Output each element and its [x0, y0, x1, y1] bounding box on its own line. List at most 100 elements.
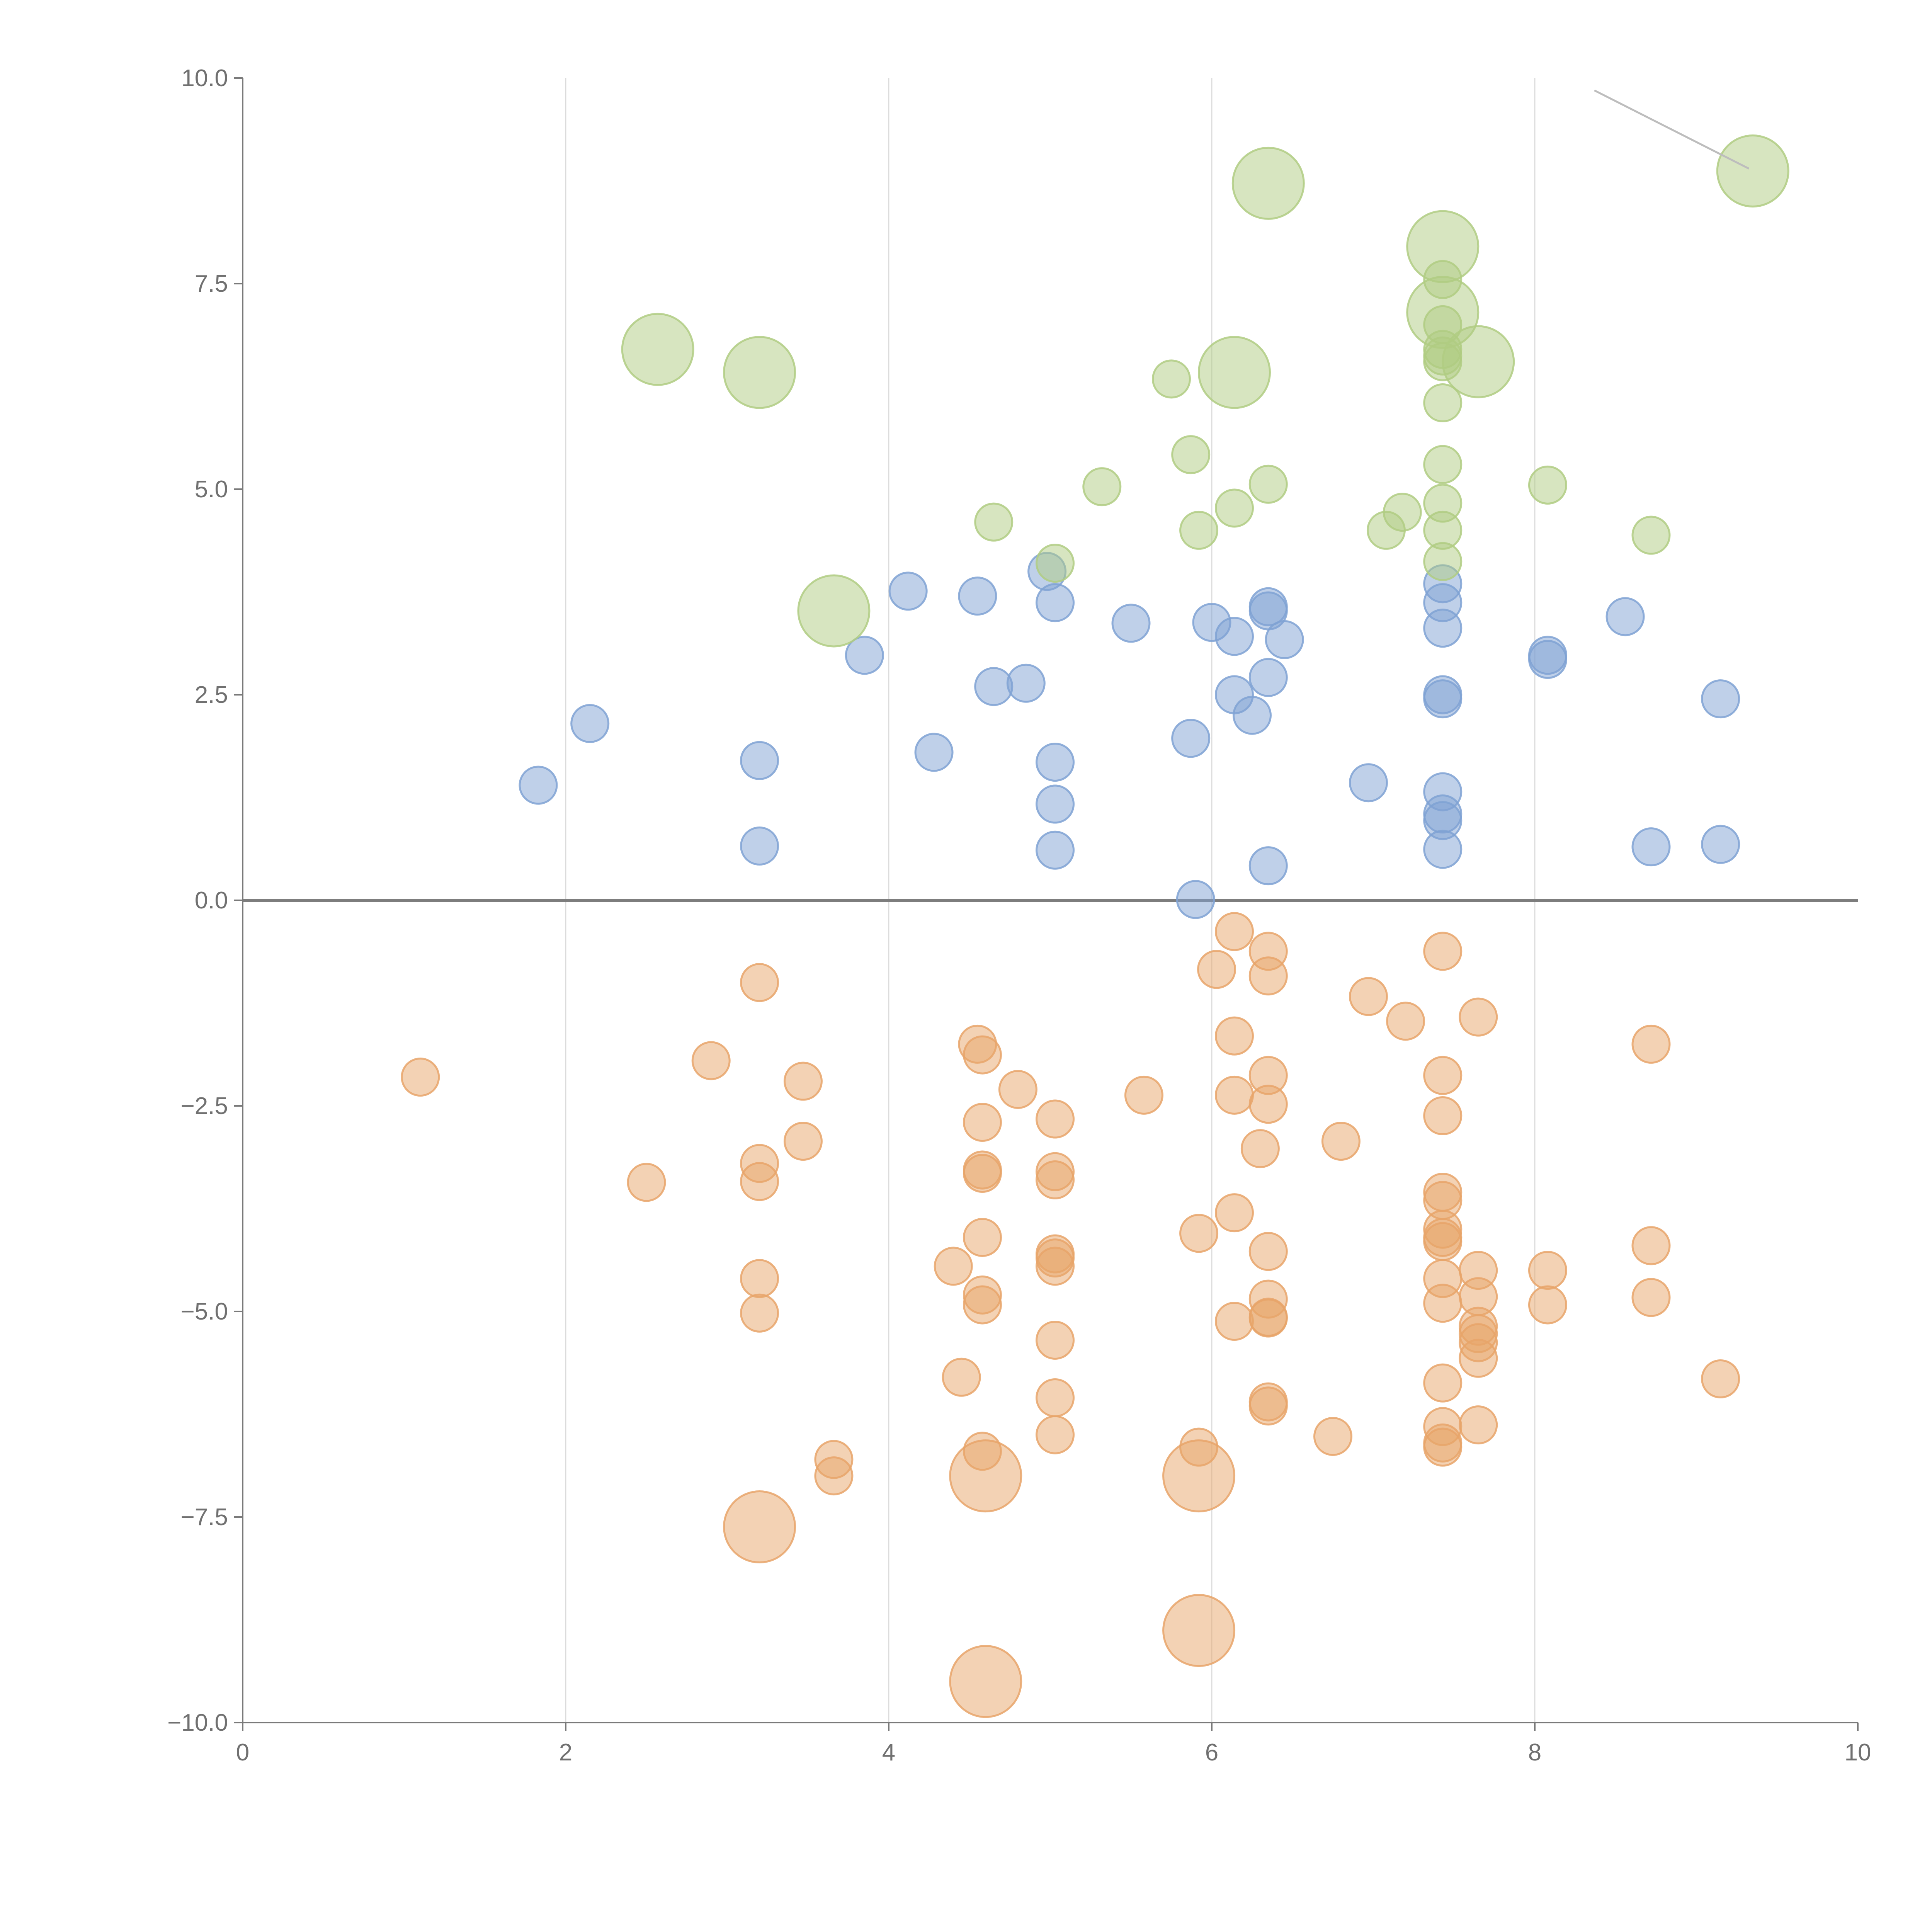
data-point[interactable] [1036, 583, 1075, 622]
data-point[interactable] [963, 1153, 1002, 1193]
data-point[interactable] [1631, 1278, 1671, 1317]
data-point[interactable] [974, 667, 1014, 706]
data-point[interactable] [963, 1285, 1002, 1325]
large-data-point[interactable] [723, 1490, 796, 1564]
data-point[interactable] [740, 1259, 779, 1298]
data-point[interactable] [1423, 1096, 1463, 1136]
data-point[interactable] [740, 741, 779, 780]
large-data-point[interactable] [949, 1645, 1022, 1718]
data-point[interactable] [1631, 827, 1671, 867]
data-point[interactable] [691, 1041, 731, 1080]
data-point[interactable] [1197, 950, 1236, 989]
data-point[interactable] [1631, 515, 1671, 555]
data-point[interactable] [570, 704, 610, 743]
data-point[interactable] [963, 1035, 1002, 1075]
large-data-point[interactable] [1716, 134, 1789, 207]
data-point[interactable] [1036, 1415, 1075, 1454]
data-point[interactable] [1036, 1378, 1075, 1417]
data-point[interactable] [1036, 544, 1075, 583]
data-point[interactable] [1383, 493, 1422, 532]
data-point[interactable] [1152, 359, 1191, 399]
data-point[interactable] [1111, 604, 1151, 643]
data-point[interactable] [1248, 846, 1288, 886]
data-point[interactable] [740, 1293, 779, 1333]
data-point[interactable] [1171, 435, 1211, 474]
data-point[interactable] [1248, 1386, 1288, 1426]
data-point[interactable] [1124, 1075, 1163, 1115]
data-point[interactable] [783, 1061, 823, 1101]
large-data-point[interactable] [949, 1439, 1022, 1513]
data-point[interactable] [1349, 977, 1388, 1016]
data-point[interactable] [1215, 1075, 1254, 1115]
data-point[interactable] [1215, 1016, 1254, 1056]
data-point[interactable] [1701, 1359, 1740, 1398]
data-point[interactable] [1006, 663, 1046, 703]
data-point[interactable] [401, 1058, 440, 1097]
data-point[interactable] [1423, 383, 1463, 423]
data-point[interactable] [740, 963, 779, 1002]
data-point[interactable] [1215, 912, 1254, 951]
data-point[interactable] [1036, 830, 1075, 870]
data-point[interactable] [1528, 639, 1567, 679]
data-point[interactable] [934, 1247, 973, 1286]
large-data-point[interactable] [723, 336, 796, 409]
large-data-point[interactable] [1406, 210, 1480, 283]
large-data-point[interactable] [1162, 1439, 1236, 1513]
data-point[interactable] [519, 765, 558, 805]
data-point[interactable] [1631, 1024, 1671, 1064]
data-point[interactable] [1528, 465, 1567, 505]
data-point[interactable] [1036, 784, 1075, 824]
data-point[interactable] [1036, 1160, 1075, 1200]
data-point[interactable] [627, 1163, 666, 1202]
data-point[interactable] [1265, 620, 1304, 659]
data-point[interactable] [1248, 464, 1288, 504]
data-point[interactable] [1215, 1193, 1254, 1233]
data-point[interactable] [914, 733, 954, 772]
data-point[interactable] [1248, 658, 1288, 697]
data-point[interactable] [1423, 932, 1463, 971]
data-point[interactable] [958, 577, 997, 616]
data-point[interactable] [1701, 679, 1740, 719]
data-point[interactable] [888, 571, 928, 611]
data-point[interactable] [1248, 956, 1288, 996]
data-point[interactable] [942, 1357, 981, 1397]
data-point[interactable] [1215, 617, 1254, 656]
data-point[interactable] [1423, 679, 1463, 719]
data-point[interactable] [1179, 1214, 1219, 1253]
data-point[interactable] [1423, 1222, 1463, 1261]
data-point[interactable] [1423, 1363, 1463, 1403]
data-point[interactable] [1423, 445, 1463, 484]
large-data-point[interactable] [621, 313, 694, 386]
data-point[interactable] [1240, 1129, 1280, 1168]
data-point[interactable] [1082, 467, 1122, 507]
data-point[interactable] [963, 1103, 1002, 1142]
data-point[interactable] [740, 1162, 779, 1201]
data-point[interactable] [1036, 1247, 1075, 1286]
data-point[interactable] [1176, 880, 1215, 919]
data-point[interactable] [963, 1218, 1002, 1257]
large-data-point[interactable] [1231, 146, 1305, 220]
large-data-point[interactable] [1442, 325, 1515, 398]
data-point[interactable] [740, 827, 779, 866]
data-point[interactable] [1215, 488, 1254, 528]
data-point[interactable] [1233, 696, 1272, 735]
data-point[interactable] [1386, 1002, 1425, 1041]
data-point[interactable] [1459, 1338, 1498, 1378]
large-data-point[interactable] [797, 574, 871, 648]
data-point[interactable] [1631, 1226, 1671, 1265]
data-point[interactable] [814, 1456, 854, 1496]
data-point[interactable] [1321, 1122, 1361, 1161]
data-point[interactable] [1179, 510, 1219, 550]
data-point[interactable] [845, 636, 884, 675]
data-point[interactable] [998, 1070, 1037, 1109]
data-point[interactable] [1423, 1284, 1463, 1323]
data-point[interactable] [1528, 1285, 1567, 1325]
data-point[interactable] [1605, 597, 1645, 636]
data-point[interactable] [1215, 1302, 1254, 1341]
data-point[interactable] [1701, 825, 1740, 864]
data-point[interactable] [1459, 1405, 1498, 1445]
data-point[interactable] [1036, 742, 1075, 782]
data-point[interactable] [783, 1122, 823, 1161]
data-point[interactable] [1459, 997, 1498, 1037]
data-point[interactable] [1313, 1417, 1352, 1456]
